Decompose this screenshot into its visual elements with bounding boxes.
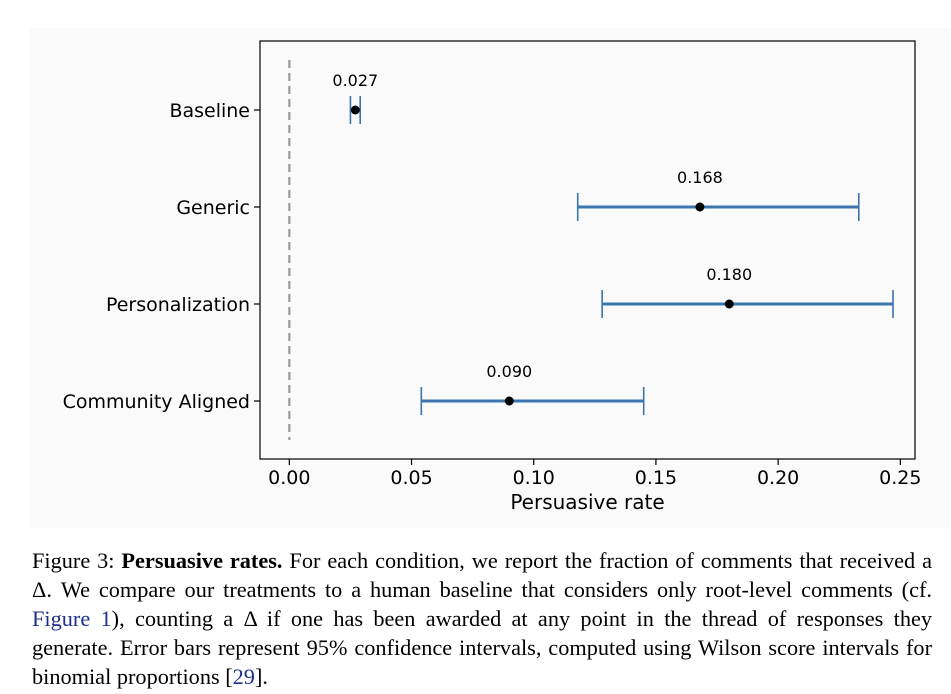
plot-frame	[259, 40, 916, 460]
figure-caption: Figure 3: Persuasive rates. For each con…	[32, 546, 932, 691]
data-value-label: 0.168	[677, 168, 723, 187]
caption-label: Figure 3:	[32, 548, 115, 573]
x-tick-label: 0.25	[879, 467, 921, 489]
caption-text-2: ), counting a Δ if one has been awarded …	[32, 606, 933, 689]
data-value-label: 0.090	[486, 362, 532, 381]
x-tick-label: 0.20	[757, 467, 799, 489]
x-tick-label: 0.15	[635, 467, 677, 489]
caption-text-1: For each condition, we report the fracti…	[32, 548, 932, 602]
citation-link[interactable]: 29	[232, 664, 255, 689]
data-point	[504, 396, 514, 406]
data-value-label: 0.180	[706, 265, 752, 284]
category-label: Generic	[176, 197, 250, 219]
chart-panel: 0.00 0.05 0.10 0.15 0.20 0.25 Baseline Generic…	[30, 28, 950, 528]
data-point	[695, 202, 705, 212]
data-point	[724, 299, 734, 309]
caption-title: Persuasive rates.	[121, 548, 283, 573]
category-label: Community Aligned	[63, 391, 250, 413]
category-label: Personalization	[106, 294, 250, 316]
data-value-label: 0.027	[332, 71, 378, 90]
category-label: Baseline	[169, 100, 250, 122]
x-axis-title: Persuasive rate	[510, 490, 664, 514]
x-tick-label: 0.05	[390, 467, 432, 489]
figure-reference-link[interactable]: Figure 1	[32, 606, 112, 631]
data-point	[350, 105, 360, 115]
x-tick-label: 0.10	[513, 467, 555, 489]
errorbar-chart: 0.00 0.05 0.10 0.15 0.20 0.25 Baseline Generic…	[63, 40, 921, 514]
x-tick-label: 0.00	[268, 467, 310, 489]
caption-text-3: ].	[254, 664, 268, 689]
